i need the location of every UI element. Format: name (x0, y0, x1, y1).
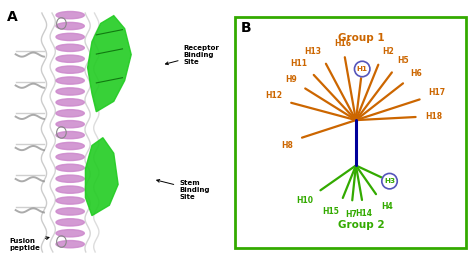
Ellipse shape (56, 77, 84, 84)
Ellipse shape (56, 241, 84, 248)
Ellipse shape (56, 22, 84, 30)
Ellipse shape (56, 164, 84, 171)
Ellipse shape (56, 88, 84, 95)
Text: H9: H9 (286, 74, 297, 83)
Text: Stem
Binding
Site: Stem Binding Site (157, 179, 210, 200)
Polygon shape (85, 138, 118, 216)
Text: H10: H10 (296, 196, 313, 205)
Ellipse shape (56, 110, 84, 117)
Ellipse shape (56, 55, 84, 62)
Circle shape (382, 173, 397, 189)
Text: H7: H7 (346, 210, 357, 219)
Ellipse shape (56, 66, 84, 73)
Text: B: B (240, 21, 251, 35)
Text: Fusion
peptide: Fusion peptide (9, 237, 49, 251)
Ellipse shape (56, 99, 84, 106)
Circle shape (355, 61, 370, 77)
Ellipse shape (56, 11, 84, 19)
Ellipse shape (56, 44, 84, 51)
Ellipse shape (56, 142, 84, 150)
Text: Group 2: Group 2 (338, 220, 384, 230)
Ellipse shape (56, 121, 84, 128)
Text: H17: H17 (428, 87, 446, 96)
Text: Receptor
Binding
Site: Receptor Binding Site (165, 45, 219, 65)
Polygon shape (88, 16, 131, 112)
Text: H11: H11 (291, 59, 308, 68)
Ellipse shape (56, 131, 84, 139)
Text: H16: H16 (335, 39, 352, 48)
Ellipse shape (56, 33, 84, 41)
Ellipse shape (56, 175, 84, 182)
Text: H18: H18 (425, 112, 442, 121)
Text: H13: H13 (305, 47, 321, 56)
Text: H4: H4 (381, 202, 393, 211)
Text: H12: H12 (265, 91, 282, 100)
Text: Group 1: Group 1 (338, 33, 384, 43)
Ellipse shape (56, 208, 84, 215)
Ellipse shape (56, 186, 84, 193)
Text: H14: H14 (355, 209, 372, 218)
Ellipse shape (56, 197, 84, 204)
Text: H5: H5 (398, 56, 409, 65)
Text: A: A (7, 10, 18, 24)
Ellipse shape (56, 153, 84, 161)
Text: H3: H3 (384, 178, 395, 184)
Text: H2: H2 (382, 47, 393, 56)
FancyBboxPatch shape (236, 17, 466, 248)
Ellipse shape (56, 230, 84, 237)
Text: H6: H6 (410, 69, 422, 78)
Text: H8: H8 (281, 140, 293, 149)
Text: H1: H1 (357, 66, 368, 72)
Ellipse shape (56, 219, 84, 226)
Text: H15: H15 (322, 206, 339, 215)
